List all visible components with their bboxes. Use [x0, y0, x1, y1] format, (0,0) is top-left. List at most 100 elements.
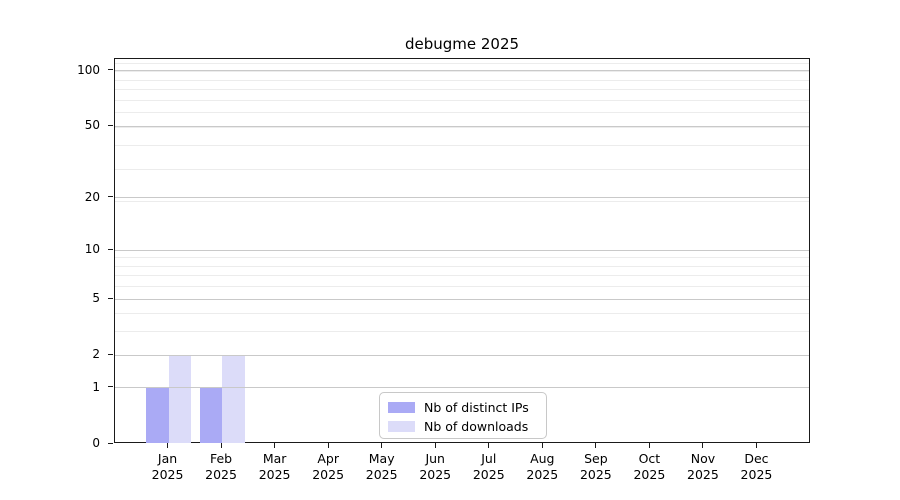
- gridline-minor: [115, 275, 809, 277]
- legend-item-distinct-ips: Nb of distinct IPs: [388, 399, 538, 416]
- x-tick-label: Oct 2025: [617, 451, 681, 483]
- x-tick-year: 2025: [633, 467, 666, 482]
- y-tick-mark: [108, 248, 113, 250]
- x-tick-month: Feb: [209, 451, 233, 466]
- gridline-minor: [115, 313, 809, 315]
- x-tick-year: 2025: [312, 467, 345, 482]
- gridline-minor: [115, 257, 809, 259]
- gridline-minor: [115, 286, 809, 288]
- gridline-minor: [115, 201, 809, 203]
- y-tick-mark: [108, 196, 113, 198]
- bar-downloads-feb: [222, 355, 245, 443]
- legend-swatch-downloads: [388, 421, 415, 432]
- x-tick-month: Apr: [317, 451, 339, 466]
- y-tick-mark: [108, 442, 113, 444]
- gridline-major: [115, 298, 809, 300]
- x-tick-year: 2025: [472, 467, 505, 482]
- y-tick-label: 1: [92, 379, 100, 394]
- y-tick-label: 2: [92, 347, 100, 362]
- x-tick-label: Jun 2025: [403, 451, 467, 483]
- gridline-minor: [115, 127, 809, 129]
- x-tick-mark: [595, 443, 597, 448]
- x-tick-label: Apr 2025: [296, 451, 360, 483]
- x-tick-label: Jan 2025: [136, 451, 200, 483]
- y-tick-label: 5: [92, 291, 100, 306]
- x-tick-label: Nov 2025: [671, 451, 735, 483]
- gridline-minor: [115, 71, 809, 73]
- gridline-minor: [115, 63, 809, 65]
- x-tick-label: Feb 2025: [189, 451, 253, 483]
- gridline-minor: [115, 265, 809, 267]
- y-tick-mark: [108, 386, 113, 388]
- x-tick-mark: [434, 443, 436, 448]
- x-tick-month: Jul: [481, 451, 497, 466]
- bar-downloads-jan: [168, 355, 192, 443]
- x-tick-year: 2025: [579, 467, 612, 482]
- gridline-minor: [115, 100, 809, 102]
- y-tick-label: 20: [84, 189, 100, 204]
- x-tick-year: 2025: [687, 467, 719, 482]
- x-tick-label: Mar 2025: [243, 451, 307, 483]
- plot-area: [114, 58, 810, 443]
- bar-distinct-ips-jan: [146, 387, 169, 443]
- gridline-major: [115, 197, 809, 199]
- legend: Nb of distinct IPs Nb of downloads: [379, 392, 547, 439]
- gridline-major: [115, 125, 809, 127]
- gridline-minor: [115, 145, 809, 147]
- x-tick-label: May 2025: [350, 451, 414, 483]
- gridline-minor: [115, 79, 809, 81]
- x-tick-label: Sep 2025: [564, 451, 628, 483]
- gridline-minor: [115, 168, 809, 170]
- x-tick-mark: [648, 443, 650, 448]
- gridline-major: [115, 249, 809, 251]
- x-tick-mark: [541, 443, 543, 448]
- chart-title: debugme 2025: [404, 35, 520, 53]
- x-tick-year: 2025: [365, 467, 398, 482]
- x-tick-mark: [327, 443, 329, 448]
- x-tick-month: Oct: [638, 451, 661, 466]
- gridline-major: [115, 387, 809, 389]
- legend-swatch-distinct-ips: [388, 402, 415, 413]
- x-tick-mark: [274, 443, 276, 448]
- x-tick-label: Jul 2025: [457, 451, 521, 483]
- x-tick-month: May: [368, 451, 395, 466]
- x-tick-month: Aug: [530, 451, 555, 466]
- x-tick-mark: [702, 443, 704, 448]
- x-tick-year: 2025: [151, 467, 184, 482]
- y-tick-label: 10: [84, 242, 100, 257]
- x-tick-mark: [381, 443, 383, 448]
- x-tick-label: Dec 2025: [724, 451, 788, 483]
- legend-label-downloads: Nb of downloads: [424, 419, 529, 434]
- x-tick-mark: [167, 443, 169, 448]
- x-tick-year: 2025: [205, 467, 237, 482]
- x-tick-month: Jun: [425, 451, 445, 466]
- y-tick-mark: [108, 297, 113, 299]
- y-tick-label: 0: [92, 436, 100, 450]
- gridline-minor: [115, 89, 809, 91]
- legend-item-downloads: Nb of downloads: [388, 418, 538, 435]
- gridline-major: [115, 70, 809, 72]
- bar-distinct-ips-feb: [199, 387, 223, 443]
- x-tick-month: Mar: [262, 451, 287, 466]
- x-tick-year: 2025: [258, 467, 291, 482]
- x-tick-year: 2025: [419, 467, 452, 482]
- y-tick-mark: [108, 69, 113, 71]
- x-tick-year: 2025: [740, 467, 773, 482]
- x-tick-month: Dec: [744, 451, 769, 466]
- gridline-minor: [115, 331, 809, 333]
- x-tick-month: Nov: [690, 451, 716, 466]
- y-tick-mark: [108, 353, 113, 355]
- x-tick-year: 2025: [526, 467, 559, 482]
- x-tick-mark: [488, 443, 490, 448]
- y-tick-label: 100: [77, 62, 100, 77]
- x-tick-label: Aug 2025: [510, 451, 574, 483]
- gridline-major: [115, 354, 809, 356]
- legend-label-distinct-ips: Nb of distinct IPs: [424, 400, 529, 415]
- gridline-minor: [115, 112, 809, 114]
- y-tick-mark: [108, 124, 113, 126]
- x-tick-month: Jan: [157, 451, 178, 466]
- x-tick-mark: [220, 443, 222, 448]
- x-tick-mark: [755, 443, 757, 448]
- y-tick-label: 50: [84, 118, 100, 133]
